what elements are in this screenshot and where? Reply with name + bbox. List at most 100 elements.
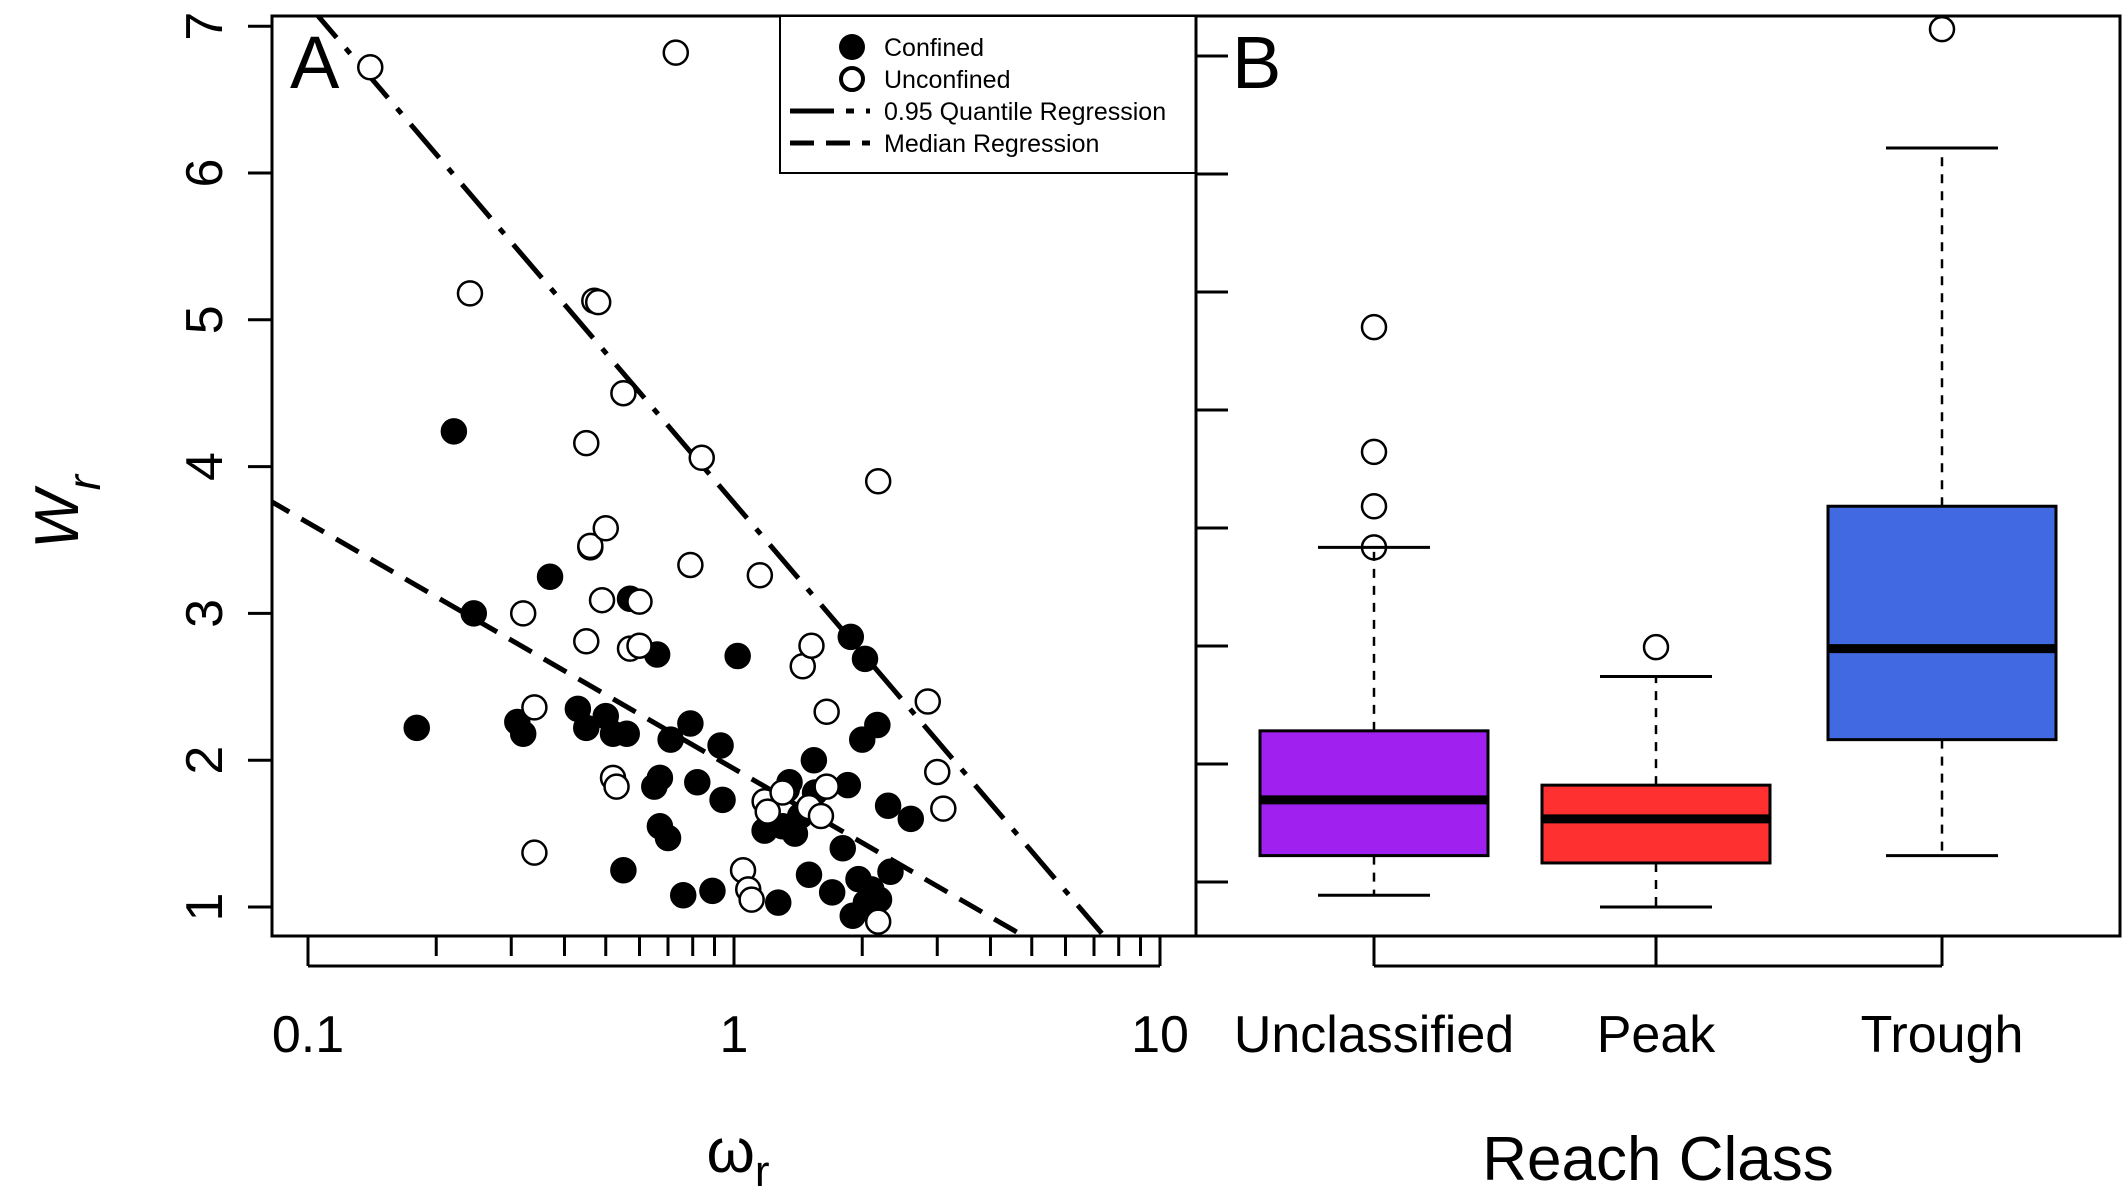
panel-b-boxplot: Unclassified Peak Trough B Reach Class <box>1194 14 2122 1190</box>
unconfined-point <box>577 532 604 560</box>
panel-a-points <box>357 39 957 935</box>
box-unclassified <box>1258 313 1490 897</box>
legend-label: Unconfined <box>884 66 1010 94</box>
confined-point <box>536 563 564 590</box>
unconfined-point <box>746 561 774 589</box>
unconfined-point <box>584 288 612 316</box>
x-tick-label: Peak <box>1597 1006 1717 1064</box>
confined-point <box>460 600 488 627</box>
y-tick-label: 5 <box>176 305 234 334</box>
panel-a-y-axis-title: Wr <box>23 473 110 549</box>
unconfined-point <box>573 429 600 457</box>
y-tick-label: 4 <box>176 452 234 481</box>
outlier-point <box>1360 313 1388 341</box>
panel-b-boxes <box>1258 15 2058 909</box>
confined-point <box>837 623 865 651</box>
confined-point <box>440 418 468 445</box>
unconfined-point <box>754 798 781 825</box>
confined-point <box>699 877 726 905</box>
legend-label: 0.95 Quantile Regression <box>884 98 1166 126</box>
legend-label: Confined <box>884 34 984 62</box>
unconfined-point <box>603 773 630 800</box>
unconfined-point <box>769 779 796 806</box>
confined-point <box>610 857 637 884</box>
confined-point <box>874 792 902 819</box>
confined-point <box>818 879 846 906</box>
unconfined-point <box>798 632 825 659</box>
confined-point <box>657 726 684 753</box>
outlier-point <box>1928 15 1956 43</box>
unconfined-point <box>626 632 653 659</box>
legend-open-circle <box>839 66 865 92</box>
x-tick-label: Unclassified <box>1234 1006 1514 1064</box>
unconfined-point <box>864 468 892 495</box>
panel-b-x-axis-title: Reach Class <box>1482 1125 1833 1190</box>
x-tick-label: 10 <box>1131 1006 1189 1064</box>
x-tick-label: 1 <box>720 1006 749 1064</box>
unconfined-point <box>521 694 548 721</box>
unconfined-point <box>588 586 616 614</box>
unconfined-point <box>864 908 892 935</box>
panel-a-letter: A <box>290 21 340 104</box>
unconfined-point <box>610 379 637 407</box>
unconfined-point <box>456 280 484 307</box>
unconfined-point <box>807 802 835 830</box>
panel-b-letter: B <box>1232 21 1281 104</box>
outlier-point <box>1360 534 1388 561</box>
panel-a-x-axis: 0.1 1 10 <box>272 936 1189 1064</box>
confined-point <box>897 805 925 833</box>
confined-point <box>877 858 904 886</box>
panel-b-frame <box>1194 14 2122 938</box>
box-body <box>1540 783 1772 865</box>
confined-point <box>684 768 711 796</box>
panel-a-scatter: 1 2 3 4 5 6 7 0.1 1 10 A Confined Unconfined 0.95 … <box>23 12 1198 1190</box>
unconfined-point <box>573 628 600 655</box>
panel-a-legend: Confined Unconfined 0.95 Quantile Regressi… <box>779 15 1197 174</box>
confined-point <box>403 714 430 742</box>
unconfined-point <box>662 39 690 66</box>
unconfined-point <box>688 444 715 472</box>
unconfined-point <box>592 515 620 542</box>
panel-b-x-axis: Unclassified Peak Trough <box>1234 936 2024 1064</box>
unconfined-point <box>930 795 957 822</box>
x-tick-label: Trough <box>1861 1006 2024 1064</box>
y-tick-label: 3 <box>176 599 234 628</box>
panel-b-y-axis <box>1196 54 1228 884</box>
unconfined-point <box>357 54 384 81</box>
confined-point <box>864 711 891 739</box>
y-tick-label: 6 <box>176 159 234 188</box>
median-regression-line <box>272 499 1026 936</box>
legend-filled-circle <box>839 34 865 60</box>
confined-point <box>613 720 640 748</box>
confined-point <box>865 886 893 913</box>
outlier-point <box>1642 633 1670 661</box>
x-tick-label: 0.1 <box>272 1006 344 1064</box>
y-tick-label: 1 <box>176 893 234 922</box>
unconfined-point <box>677 551 704 579</box>
confined-point <box>677 710 704 737</box>
confined-point <box>573 714 600 742</box>
box-body <box>1258 729 1490 858</box>
unconfined-point <box>509 600 537 627</box>
unconfined-point <box>521 839 548 866</box>
box-peak <box>1540 633 1772 909</box>
unconfined-point <box>813 698 840 726</box>
confined-point <box>646 764 674 792</box>
unconfined-point <box>924 758 951 786</box>
outlier-point <box>1360 438 1388 466</box>
panel-a-y-axis: 1 2 3 4 5 6 7 <box>176 12 272 922</box>
confined-point <box>764 889 792 916</box>
confined-point <box>800 746 828 774</box>
confined-point <box>709 786 736 814</box>
box-trough <box>1826 15 2058 858</box>
y-tick-label: 7 <box>176 12 234 41</box>
unconfined-point <box>626 588 653 615</box>
unconfined-point <box>914 688 942 715</box>
confined-point <box>669 882 697 909</box>
confined-point <box>724 642 751 670</box>
unconfined-point <box>738 886 765 913</box>
confined-point <box>851 645 879 673</box>
confined-point <box>829 835 856 862</box>
y-tick-label: 2 <box>176 746 234 775</box>
